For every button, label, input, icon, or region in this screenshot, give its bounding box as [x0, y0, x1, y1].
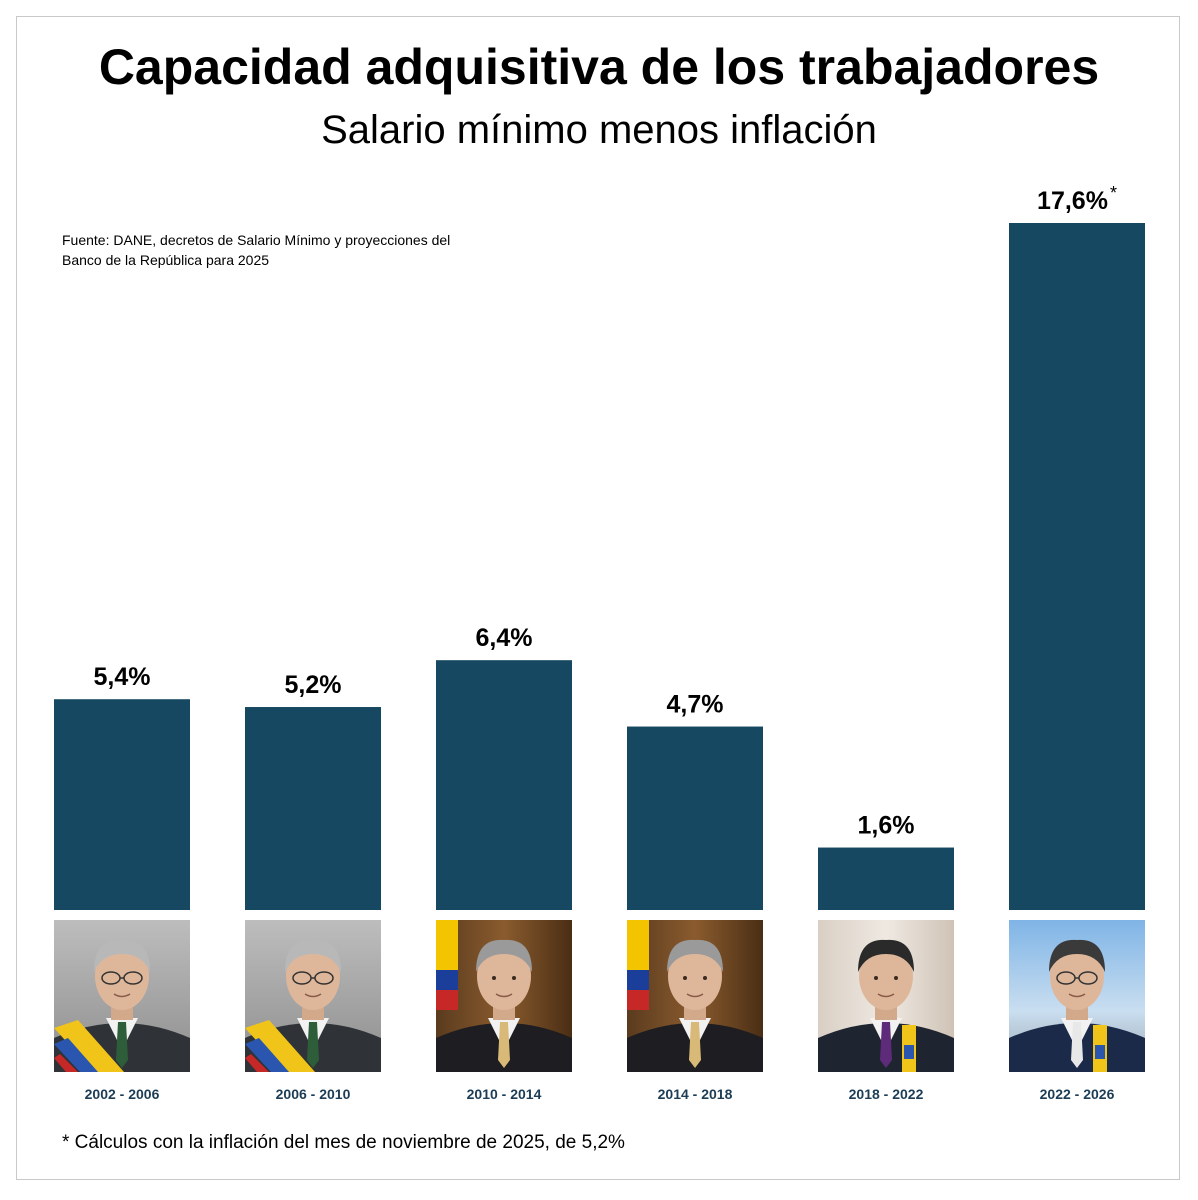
bar	[436, 660, 572, 910]
period-label: 2014 - 2018	[658, 1086, 733, 1102]
bar	[627, 726, 763, 910]
bar	[54, 699, 190, 910]
portrait-image	[54, 920, 190, 1072]
period-label: 2006 - 2010	[276, 1086, 351, 1102]
value-label: 1,6%	[858, 812, 915, 840]
period-label: 2022 - 2026	[1040, 1086, 1115, 1102]
bar	[245, 707, 381, 910]
value-label: 6,4%	[476, 624, 533, 652]
period-label: 2018 - 2022	[849, 1086, 924, 1102]
source-note: Fuente: DANE, decretos de Salario Mínimo…	[62, 232, 451, 268]
bar	[818, 847, 954, 910]
value-label: 17,6% *	[1037, 183, 1117, 215]
portrait-image	[436, 920, 572, 1072]
footnote: * Cálculos con la inflación del mes de n…	[62, 1132, 625, 1153]
portrait-image	[818, 920, 954, 1072]
value-label: 5,2%	[285, 671, 342, 699]
value-label: 5,4%	[94, 663, 151, 691]
portrait-image	[627, 920, 763, 1072]
portrait-image	[245, 920, 381, 1072]
period-label: 2002 - 2006	[85, 1086, 160, 1102]
chart-subtitle: Salario mínimo menos inflación	[321, 108, 877, 152]
value-label: 4,7%	[667, 691, 724, 719]
bar	[1009, 223, 1145, 910]
period-label: 2010 - 2014	[467, 1086, 542, 1102]
portrait-image	[1009, 920, 1145, 1072]
chart-title: Capacidad adquisitiva de los trabajadore…	[98, 39, 1100, 95]
chart-frame	[16, 16, 1180, 1180]
